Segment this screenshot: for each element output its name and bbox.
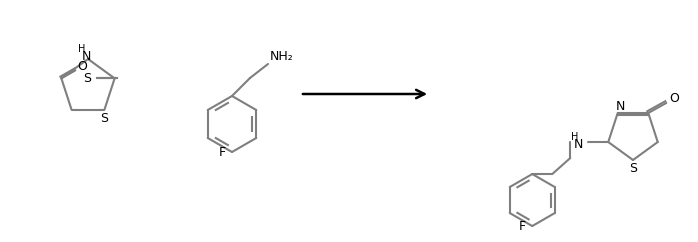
Text: S: S <box>82 72 91 85</box>
Text: H: H <box>78 44 86 54</box>
Text: N: N <box>574 137 583 151</box>
Text: N: N <box>81 50 91 62</box>
Text: F: F <box>519 219 526 233</box>
Text: O: O <box>669 92 679 106</box>
Text: N: N <box>616 100 625 113</box>
Text: O: O <box>77 60 87 73</box>
Text: H: H <box>570 132 578 142</box>
Text: S: S <box>629 161 637 174</box>
Text: F: F <box>218 145 225 159</box>
Text: S: S <box>101 112 108 125</box>
Text: NH₂: NH₂ <box>270 50 294 62</box>
